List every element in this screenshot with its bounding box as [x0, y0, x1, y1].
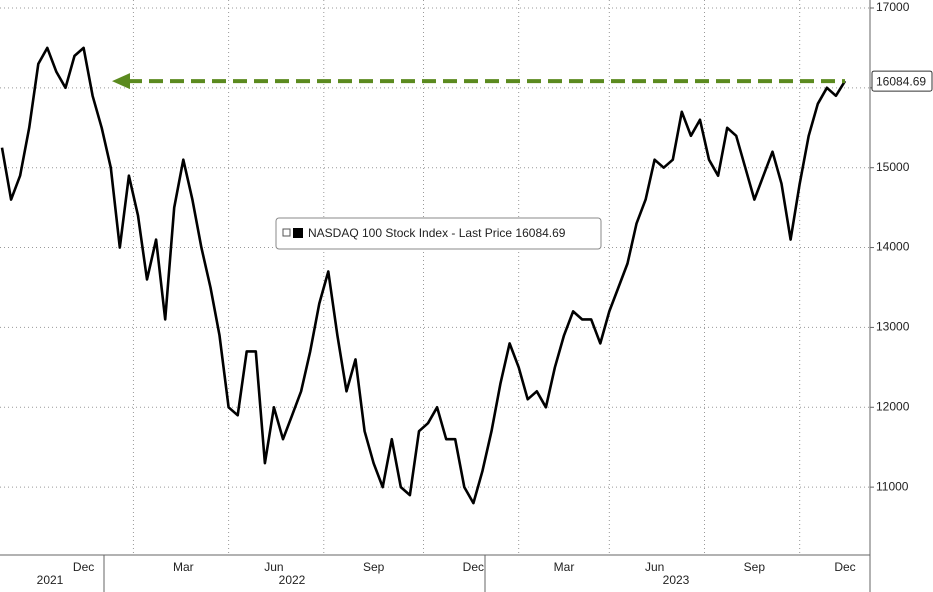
- x-tick-label: Jun: [264, 560, 283, 574]
- y-tick-label: 12000: [876, 399, 910, 413]
- x-tick-label: Dec: [73, 560, 94, 574]
- x-tick-label: Mar: [554, 560, 575, 574]
- year-label: 2022: [279, 573, 306, 587]
- legend-toggle: [282, 228, 291, 237]
- last-price-label: 16084.69: [876, 74, 926, 88]
- x-tick-label: Jun: [645, 560, 664, 574]
- y-tick-label: 17000: [876, 0, 910, 14]
- x-tick-label: Sep: [363, 560, 385, 574]
- price-line: [0, 46, 847, 505]
- x-tick-label: Dec: [834, 560, 855, 574]
- year-label: 2021: [37, 573, 64, 587]
- year-label: 2023: [663, 573, 690, 587]
- y-tick-label: 13000: [876, 320, 910, 334]
- x-tick-label: Mar: [173, 560, 194, 574]
- legend: NASDAQ 100 Stock Index - Last Price 1608…: [275, 217, 602, 250]
- legend-swatch: [293, 228, 303, 238]
- x-tick-label: Dec: [463, 560, 484, 574]
- legend-label: NASDAQ 100 Stock Index - Last Price 1608…: [308, 226, 566, 240]
- y-tick-label: 15000: [876, 160, 910, 174]
- x-tick-label: Sep: [744, 560, 766, 574]
- arrow-head: [112, 73, 130, 90]
- legend-box: [275, 217, 602, 250]
- y-tick-label: 11000: [876, 479, 909, 493]
- last-price-box: [871, 70, 933, 92]
- y-tick-label: 14000: [876, 240, 910, 254]
